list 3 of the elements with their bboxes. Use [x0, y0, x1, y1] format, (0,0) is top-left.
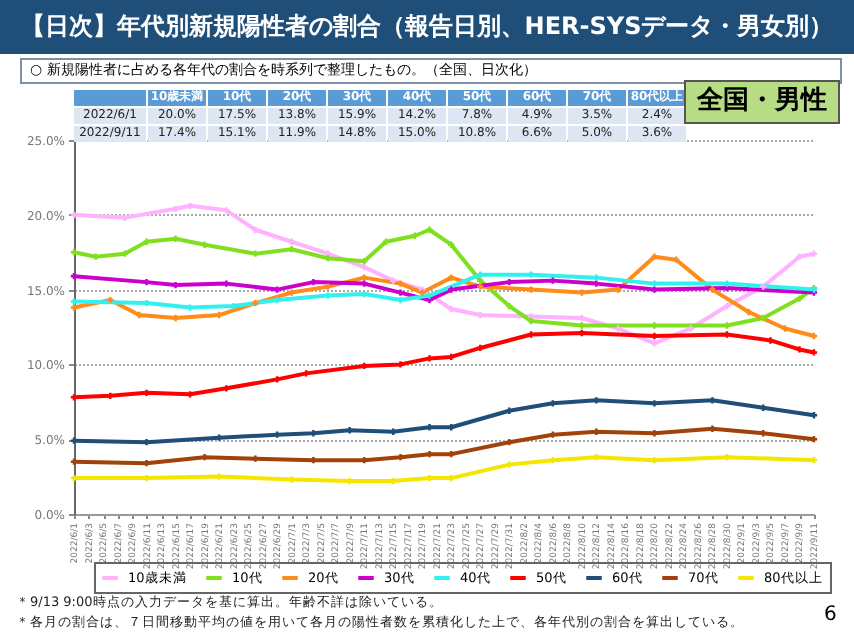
text: 全国・男性: [684, 80, 840, 124]
text: 6: [824, 604, 837, 626]
chart-title: 【日次】年代別新規陽性者の割合（報告日別、HER-SYSデータ・男女別）: [0, 0, 854, 54]
